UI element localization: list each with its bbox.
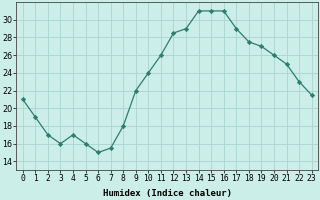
X-axis label: Humidex (Indice chaleur): Humidex (Indice chaleur) — [103, 189, 232, 198]
